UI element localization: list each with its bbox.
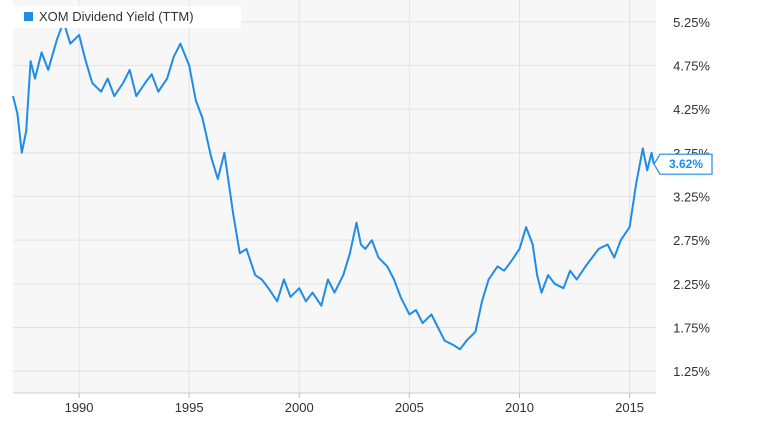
x-tick-label: 2000 bbox=[285, 400, 314, 415]
x-tick-label: 2015 bbox=[615, 400, 644, 415]
y-tick-label: 4.75% bbox=[673, 59, 710, 74]
x-tick-label: 2005 bbox=[395, 400, 424, 415]
x-axis-ticks: 1990 1995 2000 2005 2010 2015 bbox=[65, 393, 644, 415]
y-tick-label: 2.25% bbox=[673, 277, 710, 292]
y-tick-label: 4.25% bbox=[673, 102, 710, 117]
y-tick-label: 5.25% bbox=[673, 15, 710, 30]
legend: XOM Dividend Yield (TTM) bbox=[13, 6, 241, 28]
y-axis-ticks: 5.25%4.75%4.25%3.75%3.25%2.75%2.25%1.75%… bbox=[673, 15, 710, 379]
y-tick-label: 2.75% bbox=[673, 233, 710, 248]
last-value-badge: 3.62% bbox=[653, 153, 713, 175]
last-value-badge-shape bbox=[653, 153, 713, 175]
last-value-label: 3.62% bbox=[669, 157, 703, 171]
x-tick-label: 1995 bbox=[175, 400, 204, 415]
x-tick-label: 1990 bbox=[65, 400, 94, 415]
series-line-xom-dividend-yield bbox=[12, 20, 655, 351]
legend-swatch bbox=[24, 12, 33, 21]
y-tick-label: 1.75% bbox=[673, 321, 710, 336]
y-tick-label: 1.25% bbox=[673, 364, 710, 379]
legend-label: XOM Dividend Yield (TTM) bbox=[39, 9, 194, 24]
legend-background bbox=[13, 6, 241, 28]
x-tick-label: 2010 bbox=[505, 400, 534, 415]
y-tick-label: 3.25% bbox=[673, 190, 710, 205]
